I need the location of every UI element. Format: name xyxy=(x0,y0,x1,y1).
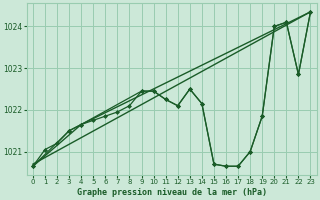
X-axis label: Graphe pression niveau de la mer (hPa): Graphe pression niveau de la mer (hPa) xyxy=(77,188,267,197)
